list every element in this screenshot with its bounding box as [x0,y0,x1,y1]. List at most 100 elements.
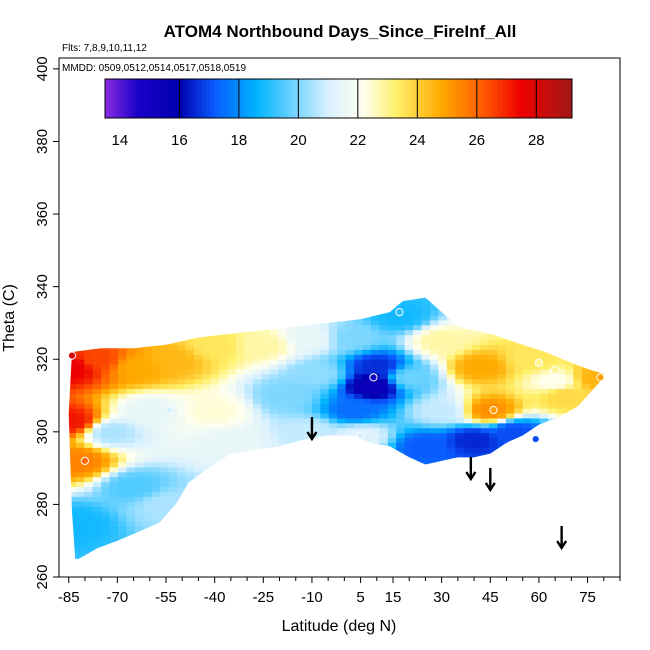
heatmap-cell [118,452,128,458]
heatmap-cell [286,540,296,546]
heatmap-cell [193,461,203,468]
heatmap-cell [261,378,271,385]
heatmap-cell [261,388,271,394]
heatmap-cell [168,432,178,439]
heatmap-cell [539,329,549,336]
heatmap-cell [236,310,246,316]
heatmap-cell [92,388,102,394]
heatmap-cell [371,290,380,296]
heatmap-cell [429,422,439,429]
heatmap-cell [531,417,541,424]
heatmap-cell [278,466,288,473]
heatmap-cell [168,354,178,360]
heatmap-cell [244,408,254,414]
heatmap-cell [370,437,380,443]
heatmap-cell [472,305,482,311]
heatmap-cell [278,491,288,497]
colorbar-swatch [284,79,289,118]
heatmap-cell [92,525,102,532]
heatmap-cell [539,363,549,370]
heatmap-cell [303,324,313,331]
heatmap-cell [295,486,305,492]
heatmap-cell [514,310,524,316]
heatmap-cell [168,466,178,473]
heatmap-cell [438,412,448,419]
heatmap-cell [134,363,144,370]
heatmap-cell [480,324,490,331]
heatmap-cell [328,378,338,385]
heatmap-cell [101,496,111,502]
heatmap-cell [548,545,558,551]
heatmap-cell [345,368,355,375]
heatmap-cell [556,481,566,488]
heatmap-cell [472,334,482,341]
heatmap-cell [193,491,203,497]
heatmap-cell [286,447,296,453]
heatmap-cell [244,319,254,326]
heatmap-cell [228,565,237,571]
heatmap-cell [126,359,136,365]
heatmap-cell [68,297,77,301]
heatmap-cell [304,290,313,296]
heatmap-cell [236,319,246,326]
heatmap-cell [92,393,102,399]
heatmap-cell [236,314,246,321]
heatmap-cell [522,491,532,497]
heatmap-cell [463,525,473,532]
heatmap-cell [455,432,465,439]
heatmap-cell [345,530,355,537]
heatmap-cell [101,461,111,468]
heatmap-cell [488,393,499,399]
heatmap-cell [598,555,604,559]
heatmap-cell [193,515,203,522]
heatmap-cell [522,525,532,532]
heatmap-cell [523,560,532,566]
heatmap-cell [202,359,212,365]
heatmap-cell [210,388,220,394]
heatmap-cell [244,368,254,375]
heatmap-cell [396,520,406,527]
heatmap-cell [328,471,338,478]
heatmap-cell [531,388,541,394]
heatmap-cell [236,408,246,414]
heatmap-cell [446,486,456,492]
heatmap-cell [286,510,296,517]
heatmap-cell [303,403,313,409]
heatmap-cell [497,417,507,424]
heatmap-cell [109,383,119,390]
heatmap-cell [59,418,68,424]
heatmap-cell [244,339,254,345]
heatmap-cell [514,486,524,492]
heatmap-cell [270,560,279,566]
heatmap-cell [177,461,187,468]
heatmap-cell [278,403,288,409]
heatmap-cell [269,334,279,341]
heatmap-cell [295,310,305,316]
x-axis: -85 -70 -55 -40 -25 -10 5 15 30 45 60 75 [58,577,621,606]
heatmap-cell [480,457,490,463]
heatmap-cell [278,319,288,326]
heatmap-cell [354,481,364,488]
heatmap-cell [556,300,566,306]
colorbar-swatch [171,79,176,118]
heatmap-cell [68,403,77,409]
heatmap-cell [337,530,347,537]
heatmap-cell [295,565,304,571]
heatmap-cell [236,442,246,448]
heatmap-cell [337,432,347,439]
heatmap-cell [413,334,423,341]
heatmap-cell [84,290,93,296]
heatmap-cell [75,555,85,559]
heatmap-cell [337,339,347,345]
heatmap-cell [160,530,170,537]
heatmap-cell [303,359,313,365]
heatmap-cell [59,521,68,527]
heatmap-cell [472,525,482,532]
heatmap-cell [514,442,524,448]
heatmap-cell [236,491,246,497]
heatmap-cell [446,476,456,483]
heatmap-cell [455,447,465,453]
heatmap-cell [118,403,128,409]
heatmap-cell [370,363,380,370]
heatmap-cell [370,412,380,419]
